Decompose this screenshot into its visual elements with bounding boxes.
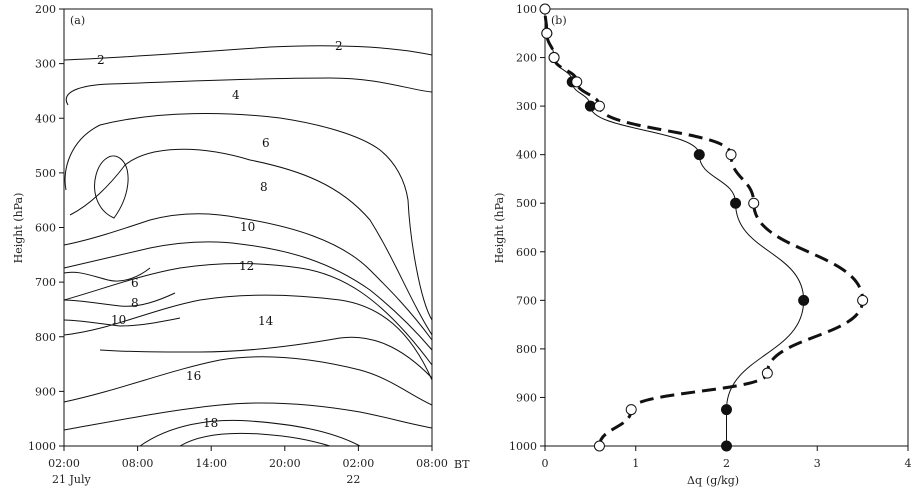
data-point-open xyxy=(725,149,737,161)
contour-line-16 xyxy=(63,356,433,406)
x-tick-label: 14:00 xyxy=(195,457,227,470)
x-tick-label: 02:00 xyxy=(48,457,80,470)
y-tick-label: 1000 xyxy=(28,440,56,453)
y-tick-label: 1000 xyxy=(509,440,537,453)
y-tick-label: 100 xyxy=(516,3,537,16)
panel-b-xlabel-unit: (g/kg) xyxy=(706,474,739,487)
y-tick-label: 300 xyxy=(516,100,537,113)
contour-label: 10 xyxy=(111,313,126,327)
data-point-open xyxy=(548,52,560,64)
contour-line-10b xyxy=(63,317,181,327)
contour-label: 2 xyxy=(335,39,343,53)
contour-label: 10 xyxy=(240,220,255,234)
data-point-filled xyxy=(584,100,596,112)
x-date-label: 22 xyxy=(346,473,360,486)
data-point-open xyxy=(541,27,553,39)
panel-b-xlabel: Δq xyxy=(687,474,702,487)
x-tick-label: 08:00 xyxy=(416,457,448,470)
contour-line-14 xyxy=(63,263,433,366)
series-line-solid xyxy=(546,33,805,446)
panel-a-ylabel: Height (hPa) xyxy=(12,193,25,264)
panel-a-x-axis: 02:00 08:00 14:00 20:00 02:00 08:00 xyxy=(48,446,448,470)
y-tick-label: 800 xyxy=(35,331,56,344)
contour-line-18 xyxy=(139,419,361,447)
contour-line-14c xyxy=(99,336,433,379)
contour-label: 12 xyxy=(239,259,254,273)
contour-label: 6 xyxy=(131,276,139,290)
data-point-open xyxy=(857,294,869,306)
x-tick-label: 08:00 xyxy=(122,457,154,470)
data-point-open xyxy=(748,197,760,209)
contour-line-18b xyxy=(179,432,331,447)
y-tick-label: 200 xyxy=(35,3,56,16)
y-tick-label: 200 xyxy=(516,52,537,65)
x-tick-label: 1 xyxy=(632,457,639,470)
contour-line-14b xyxy=(63,294,433,381)
x-tick-label: 3 xyxy=(814,457,821,470)
panel-b: (b) Height (hPa) Δq (g/kg) 100 200 300 400 5… xyxy=(493,3,912,487)
data-point-open xyxy=(571,76,583,88)
contour-label: 6 xyxy=(262,136,270,150)
contour-line-2 xyxy=(63,45,433,61)
contour-label: 2 xyxy=(97,53,105,67)
contour-label: 14 xyxy=(258,314,274,328)
contour-lines xyxy=(63,45,433,447)
y-tick-label: 300 xyxy=(35,58,56,71)
series-line-dashed xyxy=(543,8,865,447)
contour-label: 16 xyxy=(186,369,201,383)
y-tick-label: 600 xyxy=(35,222,56,235)
panel-b-series xyxy=(539,3,869,452)
contour-closed-6 xyxy=(94,155,129,219)
x-tick-label: 20:00 xyxy=(269,457,301,470)
contour-labels: 2 2 4 6 8 10 12 14 16 18 6 8 10 xyxy=(97,39,343,430)
panel-b-frame xyxy=(544,8,909,447)
data-point-open xyxy=(593,100,605,112)
panel-a-y-axis: 200 300 400 500 600 700 800 900 1000 xyxy=(28,3,64,453)
contour-line-8 xyxy=(69,148,433,336)
panel-a-x-unit: BT xyxy=(454,458,470,471)
panel-b-ylabel: Height (hPa) xyxy=(493,193,506,264)
x-tick-label: 0 xyxy=(542,457,549,470)
y-tick-label: 500 xyxy=(516,197,537,210)
panel-b-label: (b) xyxy=(551,14,567,27)
y-tick-label: 800 xyxy=(516,343,537,356)
y-tick-label: 500 xyxy=(35,167,56,180)
panel-a-date-labels: 21 July 22 xyxy=(52,473,360,486)
panel-b-y-axis: 100 200 300 400 500 600 700 800 900 1000 xyxy=(509,3,545,453)
contour-line-16b xyxy=(63,402,433,431)
y-tick-label: 400 xyxy=(516,149,537,162)
contour-line-6b xyxy=(63,267,151,282)
y-tick-label: 900 xyxy=(35,385,56,398)
y-tick-label: 900 xyxy=(516,391,537,404)
y-tick-label: 700 xyxy=(35,276,56,289)
data-point-open xyxy=(593,440,605,452)
data-point-filled xyxy=(798,294,810,306)
x-tick-label: 02:00 xyxy=(343,457,375,470)
data-point-filled xyxy=(721,440,732,452)
panel-a-label: (a) xyxy=(70,14,85,27)
y-tick-label: 400 xyxy=(35,112,56,125)
panel-a: (a) Height (hPa) 200 300 400 500 600 700 800 90… xyxy=(12,3,470,486)
contour-label: 8 xyxy=(131,296,139,310)
contour-line-4 xyxy=(65,77,433,106)
data-point-open xyxy=(539,3,551,15)
data-point-open xyxy=(761,367,773,379)
data-point-open xyxy=(625,404,637,416)
x-date-label: 21 July xyxy=(52,473,92,486)
data-point-filled xyxy=(693,149,705,161)
contour-label: 18 xyxy=(203,416,218,430)
x-tick-label: 4 xyxy=(905,457,912,470)
data-point-filled xyxy=(730,197,742,209)
y-tick-label: 700 xyxy=(516,294,537,307)
contour-label: 4 xyxy=(232,88,240,102)
contour-line-10 xyxy=(63,213,433,341)
contour-line-12 xyxy=(63,241,433,351)
y-tick-label: 600 xyxy=(516,246,537,259)
data-point-filled xyxy=(721,404,732,416)
contour-line-8b xyxy=(63,292,176,307)
contour-line-6 xyxy=(64,113,433,321)
x-tick-label: 2 xyxy=(723,457,730,470)
contour-label: 8 xyxy=(260,180,268,194)
